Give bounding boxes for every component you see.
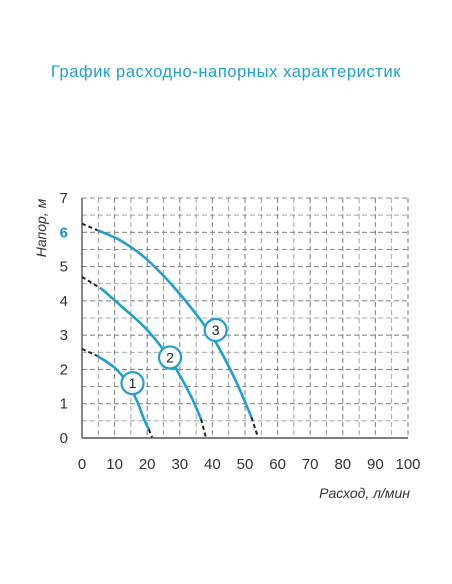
y-tick-label: 5	[60, 259, 68, 276]
curve-3-dashed-start	[81, 222, 99, 232]
x-tick-label: 70	[302, 456, 319, 473]
x-tick-label: 50	[237, 456, 254, 473]
curve-3-dashed-end	[250, 417, 259, 438]
x-axis-label: Расход, л/мин	[319, 485, 410, 501]
curve-2-dashed-start	[81, 276, 103, 290]
y-tick-label: 4	[60, 293, 68, 310]
x-tick-label: 40	[204, 456, 221, 473]
curve-1-marker-label: 1	[129, 375, 137, 391]
x-tick-label: 10	[106, 456, 123, 473]
y-tick-label: 2	[60, 361, 68, 378]
y-axis-label: Напор, м	[33, 198, 49, 257]
curve-3-marker-label: 3	[212, 322, 220, 338]
y-tick-label: 7	[60, 190, 68, 207]
chart-title: График расходно-напорных характеристик	[50, 63, 402, 81]
curve-1-line	[97, 355, 151, 431]
y-tick-label: 1	[60, 396, 68, 413]
y-tick-label: 3	[60, 327, 68, 344]
chart-axes	[81, 198, 408, 439]
curve-3-line	[97, 229, 253, 419]
x-tick-label: 100	[395, 456, 420, 473]
curve-2-marker	[157, 345, 183, 370]
x-tick-label: 90	[367, 456, 384, 473]
x-tick-labels: 0 10 20 30 40 50 60 70 80 90 100	[78, 456, 421, 473]
curve-1-marker	[120, 371, 145, 396]
x-tick-label: 0	[78, 456, 86, 473]
curve-1-dashed-end	[147, 429, 154, 438]
chart-grid	[82, 197, 409, 438]
curve-3-marker	[203, 317, 228, 343]
chart-curves: 1 2 3	[81, 222, 259, 438]
x-tick-label: 60	[269, 456, 286, 473]
x-tick-label: 30	[171, 456, 188, 473]
y-tick-label: 6	[60, 224, 68, 241]
curve-2-line	[100, 287, 203, 421]
y-tick-labels: 0 1 2 3 4 5 6 7	[60, 190, 68, 447]
curve-2-dashed-end	[200, 418, 207, 438]
curve-2-marker-label: 2	[166, 349, 174, 365]
y-tick-label: 0	[60, 430, 68, 447]
x-tick-label: 80	[334, 456, 351, 473]
curve-1-dashed-start	[81, 347, 99, 358]
x-tick-label: 20	[139, 456, 156, 473]
